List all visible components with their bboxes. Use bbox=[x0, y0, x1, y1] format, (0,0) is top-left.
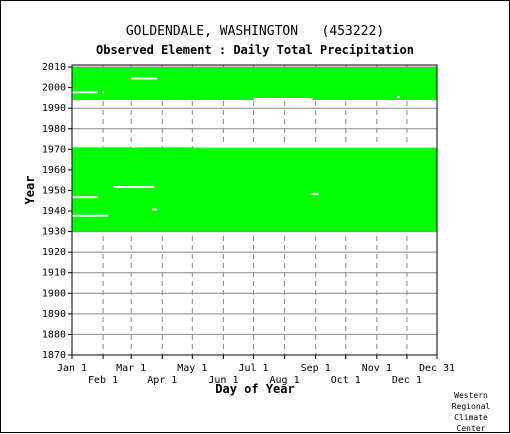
missing-segment bbox=[311, 192, 319, 195]
y-tick-label: 1940 bbox=[42, 206, 66, 217]
axes bbox=[68, 64, 438, 359]
missing-segment bbox=[114, 185, 155, 188]
x-tick-label: Jan 1 bbox=[57, 363, 87, 374]
y-tick-label: 1980 bbox=[42, 124, 66, 135]
missing-segment bbox=[72, 196, 99, 199]
credit-line: Climate bbox=[454, 413, 488, 422]
x-tick-label: Jun 1 bbox=[208, 375, 238, 386]
missing-segment bbox=[193, 145, 437, 148]
y-tick-label: 1870 bbox=[42, 350, 66, 361]
chart-title: GOLDENDALE, WASHINGTON (453222) bbox=[125, 24, 385, 39]
x-tick-label: Nov 1 bbox=[362, 363, 392, 374]
y-tick-label: 1900 bbox=[42, 288, 66, 299]
x-tick-label: Oct 1 bbox=[331, 375, 361, 386]
chart-subtitle: Observed Element : Daily Total Precipita… bbox=[96, 43, 414, 57]
missing-segment bbox=[131, 145, 138, 148]
x-tick-label: Feb 1 bbox=[88, 375, 118, 386]
y-tick-label: 2010 bbox=[42, 62, 66, 73]
y-tick-label: 1910 bbox=[42, 268, 66, 279]
x-axis-label: Day of Year bbox=[215, 382, 295, 396]
missing-segment bbox=[72, 214, 109, 217]
missing-segment bbox=[152, 208, 158, 211]
plot-border bbox=[71, 64, 438, 356]
y-tick-labels: 1870 1880 1890 1900 1910 1920 1930 1940 1950 1960… bbox=[42, 62, 66, 361]
y-tick-label: 1880 bbox=[42, 329, 66, 340]
data-bands bbox=[72, 67, 437, 232]
x-tick-label: Dec 1 bbox=[392, 375, 422, 386]
missing-segment bbox=[396, 95, 400, 98]
missing-segment bbox=[131, 77, 158, 80]
x-tick-label: Jul 1 bbox=[238, 363, 268, 374]
credit-line: Center bbox=[456, 424, 486, 433]
data-band bbox=[72, 67, 437, 100]
x-tick-label: May 1 bbox=[177, 363, 207, 374]
missing-segment bbox=[102, 91, 105, 94]
missing-segment bbox=[72, 91, 99, 94]
y-tick-label: 1990 bbox=[42, 103, 66, 114]
x-tick-label: Aug 1 bbox=[270, 375, 300, 386]
y-tick-label: 1930 bbox=[42, 227, 66, 238]
credit-line: Western bbox=[454, 391, 488, 400]
x-tick-label: Apr 1 bbox=[147, 375, 177, 386]
y-axis-label: Year bbox=[23, 175, 37, 205]
y-tick-label: 1890 bbox=[42, 309, 66, 320]
x-tick-label: Dec 31 bbox=[419, 363, 455, 374]
data-band bbox=[72, 147, 437, 232]
y-tick-label: 1970 bbox=[42, 144, 66, 155]
y-tick-label: 1960 bbox=[42, 165, 66, 176]
x-tick-label: Sep 1 bbox=[301, 363, 331, 374]
credit-line: Regional bbox=[451, 402, 491, 411]
y-tick-label: 2000 bbox=[42, 83, 66, 94]
x-tick-label: Mar 1 bbox=[116, 363, 146, 374]
wrcc-credit: Western Regional Climate Center bbox=[446, 390, 496, 434]
y-tick-label: 1950 bbox=[42, 185, 66, 196]
y-tick-label: 1920 bbox=[42, 247, 66, 258]
missing-segment bbox=[253, 97, 313, 100]
